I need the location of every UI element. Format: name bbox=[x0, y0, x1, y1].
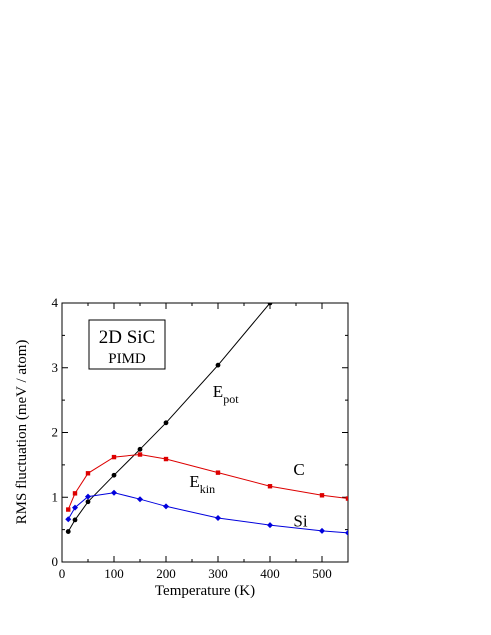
data-point bbox=[163, 456, 169, 462]
x-tick-label: 200 bbox=[156, 566, 176, 581]
legend-frame bbox=[88, 319, 166, 370]
y-tick-label: 2 bbox=[52, 425, 59, 440]
data-point bbox=[111, 489, 117, 496]
series-e-pot bbox=[65, 236, 325, 534]
data-point bbox=[319, 493, 325, 498]
x-tick-label: 300 bbox=[208, 566, 228, 581]
series-line bbox=[67, 453, 348, 510]
tick-labels: 0 100 200 300 400 500 0 1 2 3 4 bbox=[52, 295, 332, 581]
series-label: Ekin bbox=[189, 472, 215, 496]
series-label: Si bbox=[293, 511, 307, 530]
data-point bbox=[163, 420, 169, 426]
axis-ticks bbox=[61, 302, 348, 563]
x-tick-label: 400 bbox=[260, 566, 280, 581]
data-point bbox=[267, 303, 273, 306]
data-point bbox=[111, 472, 117, 478]
legend-line-1: 2D SiC bbox=[99, 327, 156, 348]
data-point bbox=[267, 484, 273, 489]
y-tick-label: 0 bbox=[52, 554, 59, 569]
annotations: Epot Ekin C Si bbox=[189, 382, 307, 531]
data-point bbox=[85, 499, 91, 505]
data-point bbox=[137, 452, 143, 457]
x-tick-label: 0 bbox=[59, 566, 66, 581]
y-axis-title: RMS fluctuation (meV / atom) bbox=[14, 340, 30, 525]
data-point bbox=[267, 522, 273, 529]
legend-box: 2D SiC PIMD bbox=[88, 319, 166, 370]
x-tick-label: 500 bbox=[312, 566, 332, 581]
data-point bbox=[215, 362, 221, 368]
legend-line-2: PIMD bbox=[108, 351, 146, 367]
data-point bbox=[111, 454, 117, 460]
series-layer bbox=[65, 236, 348, 536]
data-point bbox=[137, 496, 143, 503]
data-point bbox=[215, 514, 221, 521]
data-point bbox=[163, 503, 169, 510]
data-point bbox=[137, 446, 143, 452]
data-point bbox=[65, 529, 71, 534]
series-c bbox=[66, 452, 348, 512]
data-point bbox=[72, 517, 78, 523]
data-point bbox=[66, 507, 71, 512]
data-point bbox=[345, 529, 348, 536]
series-si bbox=[65, 489, 348, 536]
data-point bbox=[319, 527, 325, 534]
y-tick-label: 3 bbox=[52, 360, 59, 375]
data-point bbox=[85, 471, 91, 476]
x-axis-title: Temperature (K) bbox=[155, 583, 255, 599]
data-point bbox=[85, 493, 91, 500]
data-point bbox=[72, 504, 78, 511]
data-point bbox=[215, 470, 221, 475]
x-tick-label: 100 bbox=[104, 566, 124, 581]
series-label: C bbox=[293, 460, 304, 479]
series-line bbox=[67, 492, 348, 534]
data-point bbox=[65, 516, 72, 523]
data-point bbox=[320, 236, 325, 241]
y-tick-label: 4 bbox=[52, 295, 59, 310]
series-label: Epot bbox=[213, 382, 239, 406]
y-tick-label: 1 bbox=[52, 489, 59, 504]
data-point bbox=[345, 496, 348, 501]
data-point bbox=[72, 491, 78, 496]
